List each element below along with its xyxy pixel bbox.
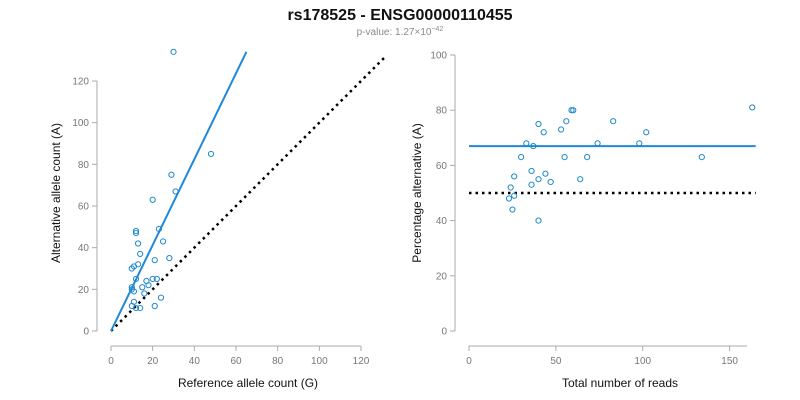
subtitle-base: 10 [420, 27, 432, 38]
left-data-point [145, 282, 152, 289]
left-data-point [151, 302, 158, 310]
left-data-point [134, 261, 142, 268]
subtitle-times: × [414, 27, 420, 38]
right-data-point [563, 118, 570, 125]
right-data-point [698, 154, 705, 161]
left-data-point [132, 275, 140, 283]
right-data-point [594, 140, 601, 147]
right-data-point [507, 184, 514, 191]
right-data-point [528, 167, 535, 175]
right-data-point [584, 154, 591, 161]
right-data-point [505, 195, 513, 202]
left-x-tick-label: 100 [311, 356, 328, 367]
left-data-point [166, 254, 173, 262]
left-x-tick-label: 0 [108, 356, 114, 367]
left-null-line [110, 55, 387, 332]
right-data-point [511, 173, 518, 180]
right-y-tick-label: 100 [430, 51, 447, 62]
left-data-point [207, 150, 215, 158]
left-data-point [130, 288, 138, 295]
right-data-point [535, 176, 542, 183]
left-data-point [168, 171, 175, 178]
right-data-point [511, 192, 518, 199]
left-x-tick-label: 120 [353, 356, 370, 367]
right-x-tick-label: 100 [634, 356, 651, 367]
left-y-tick-label: 20 [78, 285, 90, 296]
right-y-tick-label: 60 [436, 161, 448, 172]
left-y-tick-label: 80 [78, 160, 90, 171]
left-data-point [139, 284, 146, 291]
left-data-point [170, 48, 177, 55]
subtitle-prefix: p-value: 1.27 [357, 27, 415, 38]
figure-subtitle: p-value: 1.27×10−42 [357, 26, 444, 38]
left-x-tick-label: 60 [230, 356, 242, 367]
right-x-axis-label: Total number of reads [562, 376, 678, 390]
right-data-point [542, 170, 549, 177]
left-data-point [149, 196, 156, 203]
right-x-tick-label: 50 [550, 356, 562, 367]
left-data-point [137, 250, 144, 258]
right-data-point [535, 120, 542, 128]
left-y-axis-label: Alternative allele count (A) [49, 123, 63, 263]
left-data-point [134, 240, 142, 247]
right-data-point [561, 154, 568, 161]
right-data-point [577, 176, 584, 183]
left-data-point [172, 188, 179, 195]
right-data-point [749, 104, 756, 111]
left-data-point [132, 227, 140, 235]
left-data-point [155, 225, 163, 233]
right-data-point [518, 154, 525, 161]
right-y-tick-label: 0 [441, 327, 447, 338]
left-y-tick-label: 60 [78, 202, 90, 213]
right-data-point [528, 181, 535, 188]
right-data-point [530, 142, 537, 150]
left-data-point [159, 238, 167, 245]
right-data-point [535, 217, 542, 224]
subtitle-exponent: −42 [431, 26, 443, 33]
right-y-tick-label: 80 [436, 106, 448, 117]
right-data-point [610, 118, 617, 125]
right-data-point [557, 126, 565, 133]
left-x-tick-label: 80 [272, 356, 284, 367]
right-data-point [636, 140, 643, 147]
left-data-point [151, 257, 158, 264]
left-data-point [141, 290, 148, 297]
left-y-tick-label: 40 [78, 243, 90, 254]
left-y-tick-label: 100 [72, 118, 89, 129]
left-y-tick-label: 0 [83, 327, 89, 338]
right-data-point [540, 129, 547, 136]
right-y-tick-label: 20 [436, 271, 448, 282]
right-data-point [509, 206, 516, 213]
right-data-point [643, 129, 650, 136]
right-data-point [570, 107, 577, 114]
left-data-point [149, 275, 156, 283]
right-y-tick-label: 40 [436, 216, 448, 227]
right-data-point [523, 140, 530, 147]
right-x-tick-label: 150 [721, 356, 738, 367]
left-data-point [132, 229, 140, 237]
left-x-axis-label: Reference allele count (G) [178, 376, 318, 390]
left-data-point [132, 304, 140, 312]
right-data-point [547, 178, 554, 186]
left-data-point [137, 304, 144, 312]
left-fit-line [110, 51, 248, 332]
right-panel: Total number of reads Percentage alterna… [410, 51, 756, 390]
left-data-point [128, 265, 135, 272]
left-data-point [153, 275, 160, 283]
left-x-tick-label: 20 [147, 356, 159, 367]
right-data-point [568, 107, 575, 114]
left-x-tick-label: 40 [189, 356, 201, 367]
left-y-tick-label: 120 [72, 77, 89, 88]
left-data-point [157, 294, 165, 301]
right-y-axis-label: Percentage alternative (A) [410, 123, 424, 262]
left-panel: Reference allele count (G) Alternative a… [49, 48, 387, 390]
right-x-tick-label: 0 [466, 356, 472, 367]
figure-title: rs178525 - ENSG00000110455 [287, 7, 512, 24]
